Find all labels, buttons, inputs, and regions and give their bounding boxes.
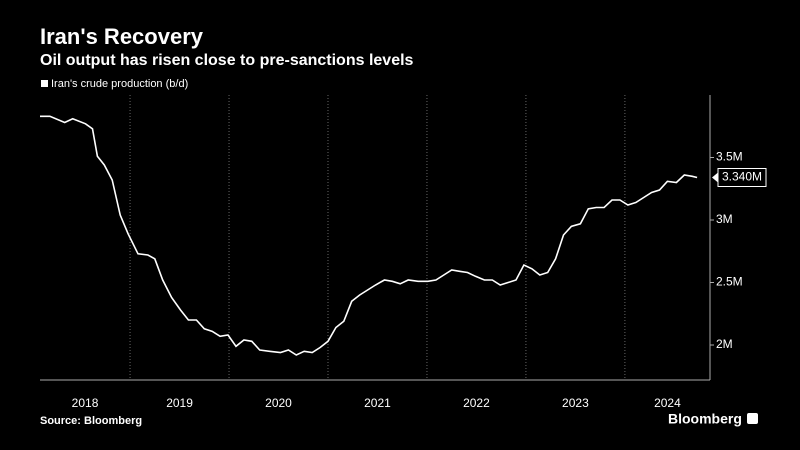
y-tick-label: 3M [716,212,733,226]
legend-label: Iran's crude production (b/d) [51,78,188,90]
x-tick-label: 2024 [654,396,681,410]
x-tick-label: 2023 [562,396,589,410]
value-label-pointer [712,172,718,183]
brand-icon [747,413,758,424]
y-tick-label: 2M [716,337,733,351]
x-tick-label: 2019 [166,396,193,410]
y-tick-label: 2.5M [716,275,743,289]
y-tick-label: 3.5M [716,150,743,164]
value-label: 3.340M [722,170,762,184]
legend-swatch [41,80,48,87]
line-series [40,115,698,356]
chart-title: Iran's Recovery [40,24,204,49]
x-tick-label: 2018 [72,396,99,410]
brand: Bloomberg [668,411,742,427]
x-tick-label: 2020 [265,396,292,410]
x-tick-label: 2021 [364,396,391,410]
source: Source: Bloomberg [40,415,142,427]
value-label-box [717,168,767,187]
chart-subtitle: Oil output has risen close to pre-sancti… [40,52,414,69]
x-tick-label: 2022 [463,396,490,410]
